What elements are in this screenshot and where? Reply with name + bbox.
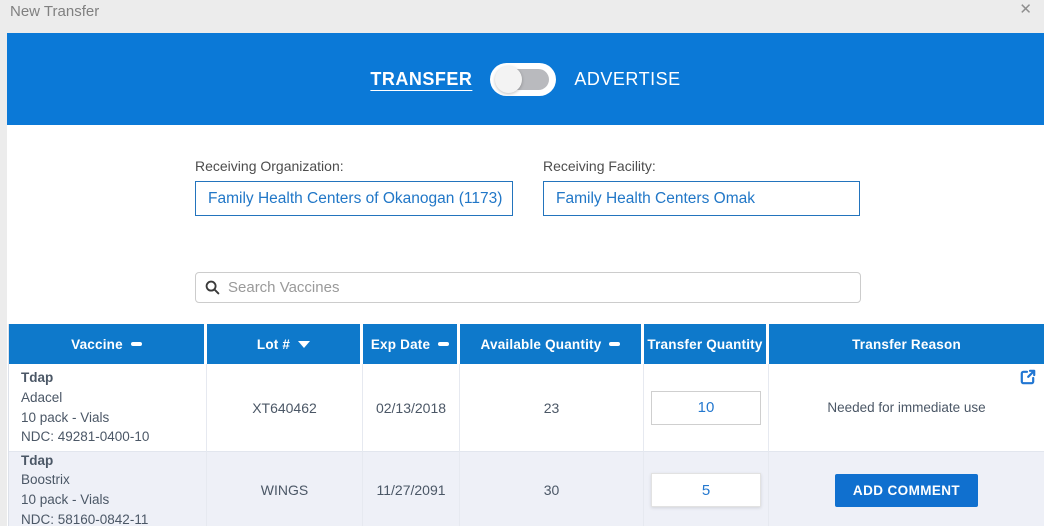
transfer-quantity-input[interactable] [651, 473, 761, 507]
receiving-facility-group: Receiving Facility: Family Health Center… [543, 158, 860, 216]
table-row: Tdap Boostrix 10 pack - Vials NDC: 58160… [9, 451, 1044, 526]
lot-cell: WINGS [207, 451, 363, 526]
transfer-advertise-toggle[interactable] [490, 62, 557, 96]
transfer-reason-text: Needed for immediate use [827, 400, 986, 415]
search-icon [205, 280, 220, 295]
mode-band: TRANSFER ADVERTISE [7, 33, 1044, 125]
vaccine-transfer-table: Vaccine Lot # Exp Date Available Quantit… [8, 324, 1044, 526]
sort-dash-icon [130, 342, 142, 346]
vaccine-search-box[interactable] [195, 272, 861, 303]
close-icon[interactable]: ✕ [1019, 1, 1032, 18]
sort-descending-icon [298, 340, 311, 348]
transfer-quantity-input[interactable] [651, 390, 761, 425]
sort-dash-icon [609, 342, 621, 346]
add-comment-button[interactable]: ADD COMMENT [834, 473, 979, 507]
exp-date-cell: 02/13/2018 [363, 364, 460, 451]
column-header-available-quantity[interactable]: Available Quantity [460, 324, 644, 364]
receiving-fields-row: Receiving Organization: Family Health Ce… [195, 158, 1044, 216]
modal-title-bar: New Transfer ✕ [0, 0, 1044, 33]
transfer-mode-label[interactable]: TRANSFER [370, 68, 473, 89]
transfer-reason-cell: ADD COMMENT [769, 451, 1044, 526]
receiving-organization-select[interactable]: Family Health Centers of Okanogan (1173) [195, 181, 513, 216]
sort-dash-icon [438, 342, 450, 346]
receiving-organization-label: Receiving Organization: [195, 158, 344, 174]
advertise-mode-label[interactable]: ADVERTISE [574, 68, 681, 89]
table-row: Tdap Adacel 10 pack - Vials NDC: 49281-0… [9, 364, 1044, 451]
toggle-knob-icon [495, 65, 523, 93]
column-header-exp-date[interactable]: Exp Date [363, 324, 460, 364]
column-header-vaccine[interactable]: Vaccine [9, 324, 207, 364]
column-header-transfer-quantity[interactable]: Transfer Quantity [644, 324, 769, 364]
search-input[interactable] [228, 279, 851, 296]
vaccine-cell: Tdap Adacel 10 pack - Vials NDC: 49281-0… [9, 364, 207, 451]
transfer-reason-cell: Needed for immediate use [769, 364, 1044, 451]
receiving-facility-label: Receiving Facility: [543, 158, 656, 174]
available-quantity-cell: 30 [460, 451, 644, 526]
exp-date-cell: 11/27/2091 [363, 451, 460, 526]
lot-cell: XT640462 [207, 364, 363, 451]
receiving-organization-group: Receiving Organization: Family Health Ce… [195, 158, 513, 216]
available-quantity-cell: 23 [460, 364, 644, 451]
table-header-row: Vaccine Lot # Exp Date Available Quantit… [9, 324, 1044, 364]
column-header-transfer-reason[interactable]: Transfer Reason [769, 324, 1044, 364]
transfer-quantity-cell [644, 451, 769, 526]
vaccine-cell: Tdap Boostrix 10 pack - Vials NDC: 58160… [9, 451, 207, 526]
column-header-lot[interactable]: Lot # [207, 324, 363, 364]
new-transfer-modal: TRANSFER ADVERTISE Receiving Organizatio… [7, 33, 1044, 526]
external-link-icon[interactable] [1020, 369, 1036, 385]
page-title: New Transfer [10, 3, 100, 20]
transfer-quantity-cell [644, 364, 769, 451]
receiving-facility-select[interactable]: Family Health Centers Omak [543, 181, 860, 216]
